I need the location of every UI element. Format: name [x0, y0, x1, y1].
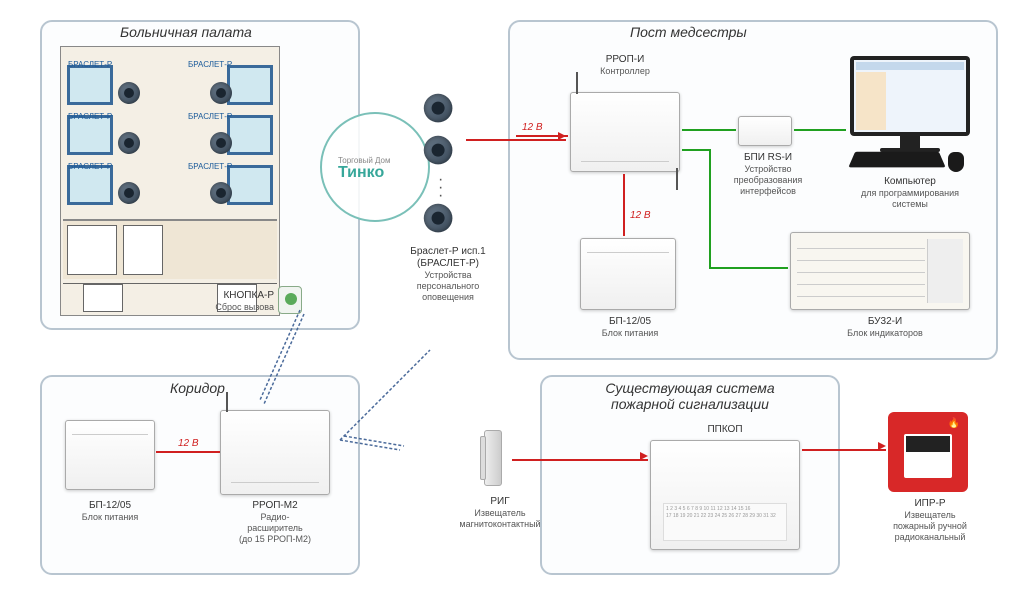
ppkop: 1 2 3 4 5 6 7 8 9 10 11 12 13 14 15 1617…: [650, 440, 800, 550]
bracelet-group-sub: Устройства персонального оповещения: [388, 270, 508, 302]
rrop-i-name: РРОП-И: [590, 54, 660, 66]
bpi-name: БПИ RS-И: [718, 152, 818, 164]
knopka-device: [278, 286, 302, 314]
ipr-sub: Извещатель пожарный ручной радиоканальны…: [870, 510, 990, 542]
ppkop-label: ППКОП: [700, 424, 750, 436]
bp1205-corridor: [65, 420, 155, 490]
bracelet-label: БРАСЛЕТ-Р: [188, 162, 232, 171]
bracelet-icon: [424, 136, 460, 172]
bed: [67, 115, 113, 155]
bracelet-icon: [424, 204, 460, 240]
bp1205-n-name: БП-12/05: [590, 316, 670, 328]
ward-plan: [60, 46, 280, 316]
rig: [480, 430, 510, 490]
bpi: [738, 116, 792, 146]
bu32: [790, 232, 970, 310]
bracelet-group-label: Браслет-Р исп.1 (БРАСЛЕТ-Р) Устройства п…: [388, 246, 508, 302]
furniture: [63, 219, 277, 279]
rrop-m2: [220, 410, 330, 495]
bu32-name: БУ32-И: [840, 316, 930, 328]
rrop-i-sub: Контроллер: [590, 66, 660, 77]
knopka-sub: Сброс вызова: [196, 302, 274, 313]
ipr-name: ИПР-Р: [870, 498, 990, 510]
bp1205-nurse-label: БП-12/05 Блок питания: [590, 316, 670, 339]
rrop-i: [570, 92, 680, 172]
zone-ward-title: Больничная палата: [120, 24, 252, 40]
bracelet-group-name: Браслет-Р исп.1 (БРАСЛЕТ-Р): [388, 246, 508, 270]
zone-nurse-title: Пост медсестры: [630, 24, 747, 40]
ipr-label: ИПР-Р Извещатель пожарный ручной радиока…: [870, 498, 990, 542]
bp1205-n-sub: Блок питания: [590, 328, 670, 339]
computer: [840, 56, 980, 166]
pc-label: Компьютер для программирования системы: [840, 176, 980, 210]
ipr: 🔥: [888, 412, 968, 492]
bed: [67, 165, 113, 205]
bed: [67, 65, 113, 105]
bracelet-icon: [118, 82, 146, 110]
bpi-label: БПИ RS-И Устройство преобразования интер…: [718, 152, 818, 196]
bracelet-icon: [118, 182, 146, 210]
antenna-icon: [676, 168, 678, 190]
zone-corridor-title: Коридор: [170, 380, 225, 396]
volt-12-nurse2: 12 В: [630, 210, 651, 221]
ppkop-name: ППКОП: [700, 424, 750, 436]
rrop-m2-label: РРОП-М2 Радио- расширитель (до 15 РРОП-М…: [225, 500, 325, 544]
volt-12-nurse1: 12 В: [522, 122, 543, 133]
bracelet-icon: [424, 94, 460, 130]
rig-sub: Извещатель магнитоконтактный: [450, 508, 550, 530]
rrop-m2-name: РРОП-М2: [225, 500, 325, 512]
ellipsis: ···: [438, 176, 443, 200]
bracelet-label: БРАСЛЕТ-Р: [188, 60, 232, 69]
logo-brand: Тинко: [338, 164, 384, 182]
bracelet-label: БРАСЛЕТ-Р: [68, 112, 112, 121]
logo-ring: Торговый Дом Тинко: [320, 112, 430, 222]
bracelet-label: БРАСЛЕТ-Р: [68, 60, 112, 69]
rrop-i-label: РРОП-И Контроллер: [590, 54, 660, 77]
knopka-label: КНОПКА-Р Сброс вызова: [196, 290, 274, 313]
rrop-m2-sub: Радио- расширитель (до 15 РРОП-М2): [225, 512, 325, 544]
rig-name: РИГ: [450, 496, 550, 508]
bracelet-label: БРАСЛЕТ-Р: [188, 112, 232, 121]
bp1205-cor-name: БП-12/05: [70, 500, 150, 512]
bpi-sub: Устройство преобразования интерфейсов: [718, 164, 818, 196]
antenna-icon: [226, 392, 228, 412]
pc-name: Компьютер: [840, 176, 980, 188]
zone-fire-title: Существующая система пожарной сигнализац…: [570, 380, 810, 412]
volt-12-corridor: 12 В: [178, 438, 199, 449]
bracelet-icon: [210, 182, 238, 210]
bracelet-label: БРАСЛЕТ-Р: [68, 162, 112, 171]
bp1205-cor-sub: Блок питания: [70, 512, 150, 523]
bp1205-nurse: [580, 238, 676, 310]
knopka-name: КНОПКА-Р: [196, 290, 274, 302]
bu32-sub: Блок индикаторов: [840, 328, 930, 339]
bu32-label: БУ32-И Блок индикаторов: [840, 316, 930, 339]
antenna-icon: [576, 72, 578, 94]
pc-sub: для программирования системы: [840, 188, 980, 210]
bracelet-icon: [210, 132, 238, 160]
bp1205-corridor-label: БП-12/05 Блок питания: [70, 500, 150, 523]
rig-label: РИГ Извещатель магнитоконтактный: [450, 496, 550, 530]
bracelet-icon: [210, 82, 238, 110]
bracelet-icon: [118, 132, 146, 160]
